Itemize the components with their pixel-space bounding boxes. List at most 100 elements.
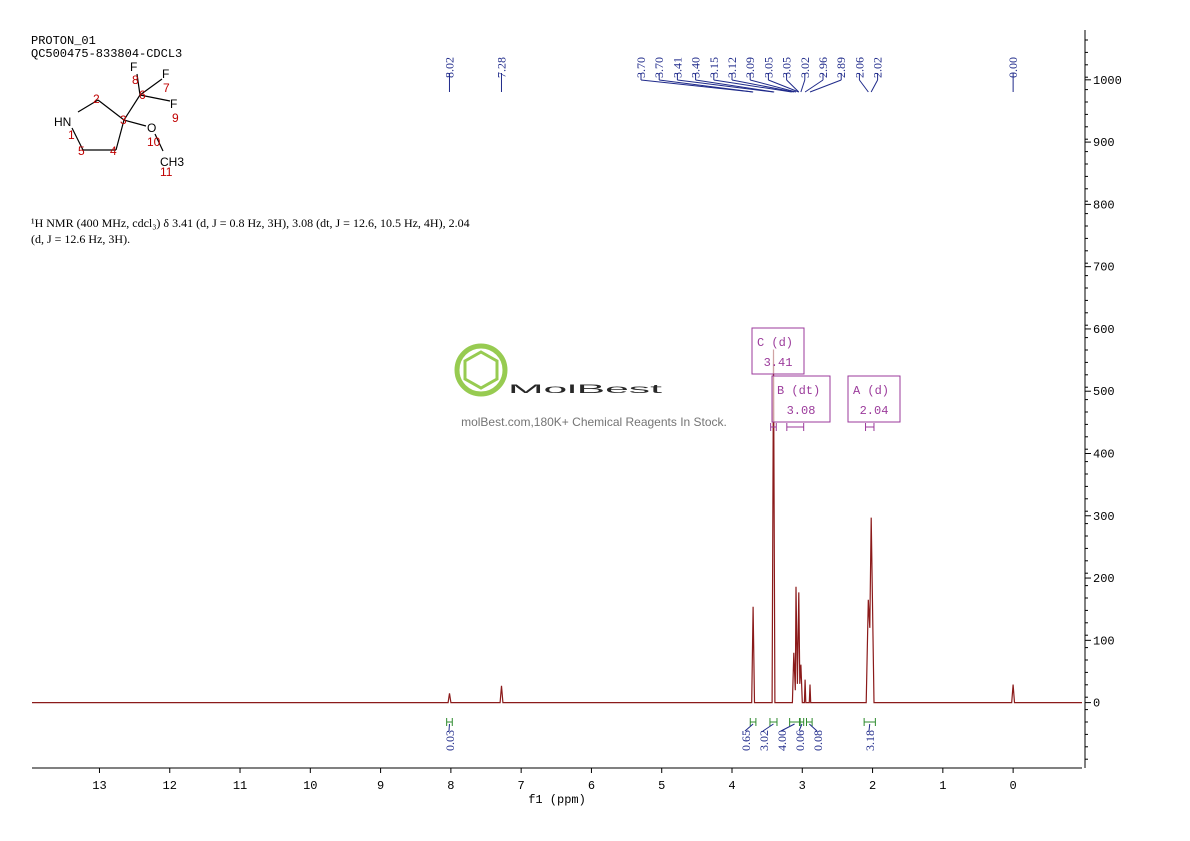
atom-label: F — [170, 97, 177, 111]
integral-connector — [868, 723, 871, 732]
integral-bracket — [805, 718, 813, 726]
integral-bracket — [799, 718, 805, 726]
peak-connector — [768, 79, 799, 93]
multiplet-shift: 2.04 — [860, 404, 889, 418]
peak-connector — [870, 79, 879, 93]
integral-label: 0.65 — [739, 730, 753, 751]
axes — [32, 30, 1086, 769]
y-tick-label: 400 — [1093, 447, 1115, 461]
y-tick-label: 900 — [1093, 136, 1115, 150]
watermark-brand: MolBest — [508, 382, 664, 396]
peak-label: 2.96 — [816, 57, 830, 78]
multiplet-range — [786, 423, 805, 431]
y-tick-label: 100 — [1093, 634, 1115, 648]
peak-label: 3.70 — [652, 57, 666, 78]
logo-ring — [454, 343, 508, 397]
description-line: ¹H NMR (400 MHz, cdcl₃) δ 3.41 (d, J = 0… — [31, 216, 470, 230]
integral-label: 0.06 — [793, 730, 807, 751]
atom-label: F — [162, 67, 169, 81]
multiplet-box — [771, 375, 831, 423]
integral-label: 0.08 — [811, 730, 825, 751]
x-tick-label: 9 — [377, 779, 384, 793]
integral-bracket — [789, 718, 800, 726]
x-tick-label: 13 — [92, 779, 106, 793]
integral-label: 4.00 — [775, 730, 789, 751]
multiplet-shift: 3.41 — [764, 356, 793, 370]
integral-bracket — [446, 718, 453, 726]
peak-label: 3.40 — [689, 57, 703, 78]
y-tick-label: 700 — [1093, 261, 1115, 275]
x-tick-label: 8 — [447, 779, 454, 793]
x-tick-label: 6 — [588, 779, 595, 793]
locant: 4 — [110, 144, 117, 158]
peak-connector — [786, 79, 800, 93]
integral-bracket — [749, 718, 757, 726]
peak-connector — [750, 79, 797, 93]
x-tick-label: 10 — [303, 779, 317, 793]
logo-hex — [463, 350, 499, 390]
multiplet-label: C (d) — [757, 336, 793, 350]
locant: 1 — [68, 128, 75, 142]
peak-label: 3.05 — [761, 57, 775, 78]
spectrum — [32, 349, 1082, 704]
peak-label: 2.06 — [852, 57, 866, 78]
x-tick-label: 2 — [869, 779, 876, 793]
peak-connector — [804, 79, 824, 93]
locant: 8 — [132, 73, 139, 87]
multiplet-box — [751, 327, 805, 375]
peak-label: 3.09 — [743, 57, 757, 78]
y-tick-label: 1000 — [1093, 74, 1122, 88]
x-tick-label: 1 — [939, 779, 946, 793]
peak-label: 7.28 — [494, 57, 508, 78]
locant: 5 — [78, 144, 85, 158]
x-tick-label: 12 — [163, 779, 177, 793]
multiplet-shift: 3.08 — [787, 404, 816, 418]
multiplet-range — [770, 423, 777, 431]
atom-label: F — [130, 60, 137, 74]
multiplet-box — [847, 375, 901, 423]
y-tick-label: 800 — [1093, 198, 1115, 212]
minor-ticks — [1085, 39, 1088, 760]
y-tick-label: 600 — [1093, 323, 1115, 337]
peak-connector — [800, 79, 806, 93]
x-axis-label: f1 (ppm) — [528, 793, 586, 807]
peak-connector — [695, 79, 775, 93]
integral-connector — [744, 723, 754, 732]
x-tick-label: 4 — [728, 779, 735, 793]
watermark-tagline: molBest.com,180K+ Chemical Reagents In S… — [461, 415, 727, 429]
integral-connector — [780, 723, 795, 732]
integral-bracket — [863, 718, 876, 726]
peak-label: 8.02 — [442, 57, 456, 78]
integral-label: 3.18 — [863, 730, 877, 751]
multiplet-label: B (dt) — [777, 384, 820, 398]
y-tick-label: 200 — [1093, 572, 1115, 586]
x-tick-label: 5 — [658, 779, 665, 793]
locant: 11 — [160, 165, 173, 179]
x-tick-label: 7 — [518, 779, 525, 793]
peak-label: 2.02 — [871, 57, 885, 78]
peak-label: 3.15 — [707, 57, 721, 78]
peak-label: 3.70 — [634, 57, 648, 78]
peak-connector — [713, 79, 792, 93]
peak-connector — [809, 79, 842, 93]
y-tick-label: 300 — [1093, 510, 1115, 524]
peak-label: 3.05 — [780, 57, 794, 78]
watermark: MolBest molBest.com,180K+ Chemical Reage… — [454, 343, 727, 429]
description-line: (d, J = 12.6 Hz, 3H). — [31, 232, 130, 246]
locant: 7 — [163, 81, 170, 95]
peak-label: 3.02 — [798, 57, 812, 78]
x-tick-label: 3 — [799, 779, 806, 793]
y-tick-label: 0 — [1093, 697, 1100, 711]
multiplet-range — [865, 423, 875, 431]
x-tick-label: 11 — [233, 779, 247, 793]
peak-connector — [677, 79, 774, 93]
atom-label: CH3 — [160, 155, 184, 169]
peak-label: 3.12 — [725, 57, 739, 78]
locant: 3 — [120, 113, 127, 127]
peak-label: 3.41 — [670, 57, 684, 78]
integral-connector — [762, 723, 774, 732]
description: ¹H NMR (400 MHz, cdcl₃) δ 3.41 (d, J = 0… — [31, 216, 470, 246]
peak-connector — [659, 79, 754, 93]
